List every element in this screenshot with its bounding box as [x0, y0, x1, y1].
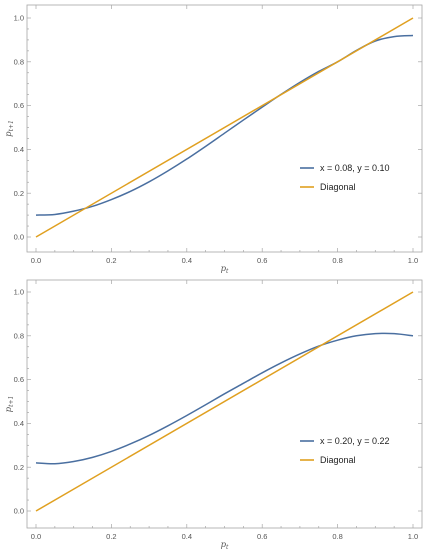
- top-y-tick-label: 0.8: [14, 57, 24, 66]
- bottom-x-tick-label: 0.0: [31, 532, 41, 541]
- top-legend-label-curve: x = 0.08, y = 0.10: [320, 163, 390, 173]
- bottom-series-diagonal-line: [35, 291, 414, 512]
- bottom-y-tick-label: 0.2: [14, 463, 24, 472]
- chart-bottom: 0.0 0.2 0.4 0.6 0.8 1.0 0.0 0.2 0.4 0.6 0.8 1.0 pt pt…: [4, 279, 423, 550]
- top-x-tick-label: 0.2: [106, 256, 116, 265]
- bottom-legend-label-diagonal: Diagonal: [320, 455, 356, 465]
- chart-top: 0.0 0.2 0.4 0.6 0.8 1.0 0.0 0.2 0.4 0.6 0.8 1.0 pt pt…: [4, 4, 423, 275]
- top-x-tick-label: 1.0: [408, 256, 418, 265]
- bottom-y-tick-label: 0.8: [14, 331, 24, 340]
- bottom-y-tick-label: 1.0: [14, 288, 24, 297]
- bottom-x-tick-label: 0.4: [182, 532, 192, 541]
- bottom-y-tick-label: 0.4: [14, 419, 24, 428]
- top-y-tick-label: 0.0: [14, 233, 24, 242]
- top-y-tick-label: 1.0: [14, 14, 24, 23]
- top-y-axis-label: pt+1: [4, 120, 15, 137]
- bottom-x-axis-label: pt: [221, 540, 229, 550]
- bottom-y-tick-label: 0.6: [14, 375, 24, 384]
- top-x-tick-label: 0.0: [31, 256, 41, 265]
- bottom-x-tick-label: 0.6: [257, 532, 267, 541]
- bottom-x-tick-label: 0.8: [332, 532, 342, 541]
- bottom-legend-label-curve: x = 0.20, y = 0.22: [320, 436, 390, 446]
- top-plot-frame: [26, 4, 423, 253]
- top-y-tick-label: 0.6: [14, 101, 24, 110]
- bottom-x-tick-label: 1.0: [408, 532, 418, 541]
- top-x-axis-label: pt: [221, 264, 229, 275]
- top-series-curve-line: [35, 34, 414, 216]
- bottom-plot-frame: [26, 279, 423, 529]
- bottom-y-tick-label: 0.0: [14, 507, 24, 516]
- top-series-diagonal-line: [35, 17, 414, 238]
- bottom-y-axis-label: pt+1: [4, 396, 15, 413]
- top-x-tick-label: 0.4: [182, 256, 192, 265]
- top-y-tick-label: 0.2: [14, 189, 24, 198]
- bottom-x-tick-label: 0.2: [106, 532, 116, 541]
- top-legend-label-diagonal: Diagonal: [320, 182, 356, 192]
- top-y-tick-label: 0.4: [14, 145, 24, 154]
- top-x-tick-label: 0.6: [257, 256, 267, 265]
- top-x-tick-label: 0.8: [332, 256, 342, 265]
- bottom-series-curve-line: [35, 332, 414, 465]
